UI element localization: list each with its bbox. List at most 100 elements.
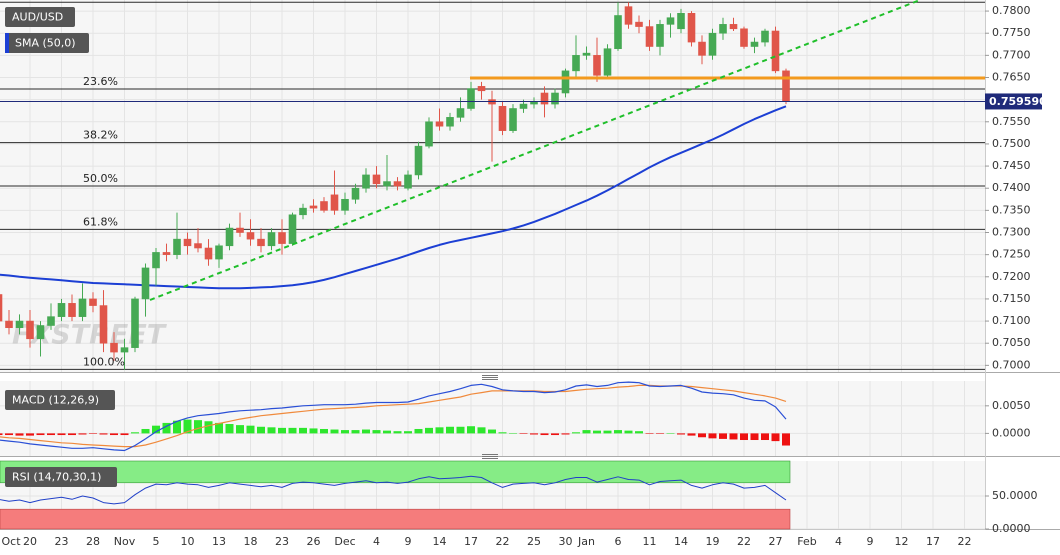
fib-label: 0.0% (83, 0, 111, 1)
candle-body (267, 232, 276, 247)
y-tick-label: 0.7750 (992, 26, 1031, 39)
candle-body (782, 70, 790, 102)
candle-body (635, 21, 643, 27)
macd-histogram-bar (530, 433, 538, 435)
x-tick-label: 11 (643, 535, 657, 548)
macd-histogram-bar (351, 430, 360, 434)
candle-body (708, 32, 717, 56)
candle-body (509, 108, 517, 131)
macd-histogram-bar (393, 431, 402, 434)
candle-body (47, 316, 55, 326)
macd-histogram-bar (204, 421, 213, 434)
macd-histogram-bar (0, 433, 3, 436)
macd-histogram-bar (257, 426, 265, 434)
macd-panel (0, 381, 985, 456)
x-tick-label: 9 (405, 535, 412, 548)
candle-body (68, 303, 76, 317)
candle-body (404, 174, 412, 189)
macd-histogram-bar (467, 426, 475, 434)
candle-body (383, 181, 391, 187)
macd-histogram-bar (603, 430, 612, 434)
last-price-label: 0.759590 (989, 95, 1047, 108)
candle-body (593, 55, 601, 76)
trend-line[interactable] (149, 0, 921, 301)
macd-histogram-bar (719, 433, 727, 439)
macd-histogram-bar (78, 433, 87, 435)
macd-histogram-bar (404, 431, 412, 434)
macd-histogram-bar (225, 424, 234, 434)
x-tick-label: 12 (895, 535, 909, 548)
x-tick-label: 18 (244, 535, 258, 548)
candle-body (173, 238, 181, 255)
macd-histogram-bar (267, 427, 276, 434)
y-tick-label: 0.7100 (992, 314, 1031, 327)
rsi-line (0, 475, 787, 505)
fib-label: 50.0% (83, 172, 118, 185)
legend-label: SMA (50,0) (15, 37, 76, 50)
macd-histogram-bar (645, 433, 654, 434)
candle-body (435, 121, 444, 127)
candle-body (5, 320, 13, 329)
candle-body (719, 24, 727, 34)
candle-body (215, 245, 223, 260)
legend-label: AUD/USD (12, 11, 63, 24)
candle-body (351, 187, 360, 200)
legend-item[interactable]: RSI (14,70,30,1) (5, 467, 117, 487)
x-tick-label: 22 (496, 535, 510, 548)
macd-histogram-bar (771, 433, 780, 442)
resize-handle[interactable] (482, 375, 498, 380)
x-tick-label: 5 (153, 535, 160, 548)
candle-body (456, 108, 465, 118)
macd-histogram-bar (677, 433, 685, 435)
candle-body (78, 298, 87, 317)
last-price-box (985, 93, 1042, 110)
legend-item[interactable]: MACD (12,26,9) (5, 390, 115, 410)
macd-histogram-bar (236, 425, 244, 434)
marks-layer (0, 1, 985, 370)
candle-body (698, 41, 706, 56)
y-tick-label: 0.7500 (992, 137, 1031, 150)
candle-body (110, 342, 118, 353)
candle-body (761, 30, 769, 43)
legend-item[interactable]: SMA (50,0) (5, 33, 89, 53)
macd-histogram-bar (593, 430, 601, 434)
macd-histogram-bar (761, 433, 769, 441)
y-tick-label: 0.7450 (992, 159, 1031, 172)
macd-histogram-bar (15, 433, 24, 436)
macd-histogram-bar (278, 427, 286, 434)
watermark: FXSTREET (12, 320, 168, 351)
candle-body (194, 243, 202, 249)
y-tick-label: 50.0000 (992, 489, 1038, 502)
macd-histogram-bar (519, 433, 528, 434)
macd-histogram-bar (26, 433, 34, 436)
fib-label: 23.6% (83, 75, 118, 88)
fib-label: 38.2% (83, 129, 118, 142)
macd-histogram-bar (215, 422, 223, 434)
x-tick-label: 23 (275, 535, 289, 548)
y-tick-label: 0.0000 (992, 426, 1031, 439)
legend-item[interactable]: AUD/USD (5, 7, 75, 27)
x-tick-label: 26 (307, 535, 321, 548)
candle-body (687, 12, 696, 43)
macd-histogram-bar (110, 433, 118, 436)
macd-histogram-bar (47, 433, 55, 436)
candle-body (183, 238, 192, 247)
candle-body (57, 303, 66, 317)
candle-body (666, 17, 675, 25)
legend-box (5, 390, 115, 410)
candle-body (467, 88, 475, 109)
x-tick-label: 10 (181, 535, 195, 548)
x-tick-label: 19 (706, 535, 720, 548)
resize-handle[interactable] (482, 454, 498, 459)
x-tick-label: 27 (769, 535, 783, 548)
y-tick-label: 0.7250 (992, 248, 1031, 261)
indicator-marks-layer (0, 381, 791, 530)
macd-histogram-bar (36, 433, 45, 436)
candle-body (152, 252, 160, 269)
macd-histogram-bar (372, 430, 381, 434)
macd-histogram-bar (540, 433, 549, 436)
candle-body (362, 174, 370, 189)
x-tick-label: 13 (212, 535, 226, 548)
x-tick-label: 14 (674, 535, 688, 548)
